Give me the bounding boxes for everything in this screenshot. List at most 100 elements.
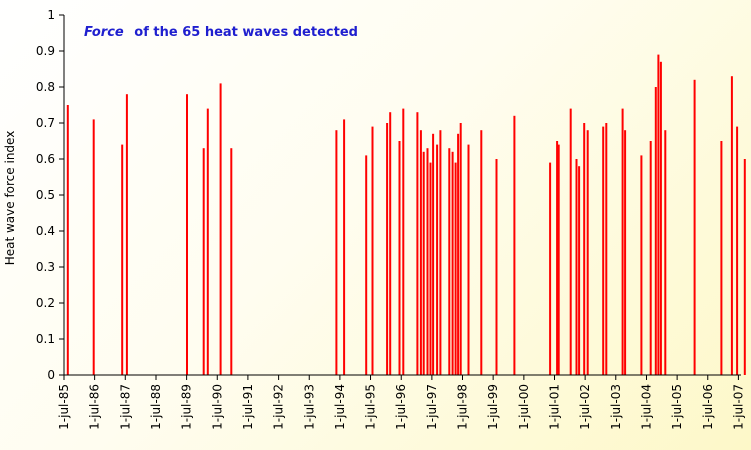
x-tick-label: 1-jul-92 (272, 384, 286, 430)
x-tick-label: 1-jul-97 (425, 384, 439, 430)
heat-wave-bar (578, 166, 581, 375)
heat-wave-bar (343, 119, 346, 376)
x-tick-label: 1-jul-96 (394, 384, 408, 430)
x-tick-label: 1-jul-89 (180, 384, 194, 430)
heat-wave-bar (448, 148, 451, 375)
x-axis: 1-jul-85 1-jul-86 1-jul-87 1-jul-88 1-jul-89… (57, 374, 745, 430)
heat-wave-bar (457, 133, 460, 375)
heat-wave-bar (495, 159, 498, 375)
heat-wave-bar (693, 79, 696, 376)
heat-wave-bar (416, 112, 419, 375)
heat-wave-bar (654, 87, 657, 375)
x-tick-label: 1-jul-04 (639, 384, 653, 430)
y-tick-label: 0.3 (36, 260, 55, 274)
chart-title-rest: of the 65 heat waves detected (134, 25, 358, 40)
heat-wave-bar (556, 141, 559, 375)
heat-wave-bar (436, 144, 439, 375)
x-tick-label: 1-jul-00 (517, 384, 531, 430)
heat-wave-bar (419, 130, 422, 375)
heat-wave-bar (513, 115, 516, 376)
heat-wave-bar (230, 148, 233, 375)
heat-wave-bar (459, 123, 462, 375)
heat-wave-bar (371, 126, 374, 375)
x-tick-label: 1-jul-90 (210, 384, 224, 430)
heat-wave-bar (605, 123, 608, 375)
heat-wave-bar (206, 108, 209, 375)
heat-wave-bar (454, 162, 457, 375)
y-axis: 0 0.1 0.2 0.3 0.4 0.5 0.6 0.7 0.8 0.9 1 (36, 8, 65, 382)
heat-wave-bar (664, 130, 667, 375)
x-tick-label: 1-jul-86 (88, 384, 102, 430)
x-tick-label: 1-jul-07 (731, 384, 745, 430)
chart-title-emphasis: Force (84, 25, 124, 40)
heat-wave-bar (659, 61, 662, 376)
y-axis-title: Heat wave force index (3, 131, 17, 266)
y-tick-label: 0.4 (36, 224, 55, 238)
chart-title: Force of the 65 heat waves detected (84, 25, 358, 40)
heat-wave-bar (730, 76, 733, 375)
heat-wave-bar (743, 159, 746, 375)
x-tick-label: 1-jul-01 (548, 384, 562, 430)
heat-wave-bar (549, 162, 552, 375)
heat-wave-bar (66, 105, 69, 375)
y-tick-label: 0.8 (36, 80, 55, 94)
y-tick-label: 0.7 (36, 116, 55, 130)
bars-group (66, 54, 746, 376)
heat-wave-bar (557, 144, 560, 375)
y-tick-label: 0.9 (36, 44, 55, 58)
heat-wave-bar (657, 54, 660, 375)
heat-wave-bar (480, 130, 483, 375)
x-tick-label: 1-jul-95 (364, 384, 378, 430)
heat-wave-bar (125, 94, 128, 375)
x-tick-label: 1-jul-05 (670, 384, 684, 430)
x-tick-label: 1-jul-98 (456, 384, 470, 430)
heat-wave-bar (439, 130, 442, 375)
heat-wave-bar (202, 148, 205, 375)
heat-wave-bar (602, 126, 605, 375)
heat-wave-bar (624, 130, 627, 375)
y-tick-label: 0.6 (36, 152, 55, 166)
x-tick-label: 1-jul-91 (241, 384, 255, 430)
heat-wave-bar (386, 123, 389, 375)
heat-wave-bar (736, 126, 739, 375)
heat-wave-bar (398, 141, 401, 375)
x-tick-label: 1-jul-99 (486, 384, 500, 430)
heat-wave-bar (467, 144, 470, 375)
heat-wave-bar (219, 83, 222, 376)
heat-wave-bar (92, 119, 95, 376)
y-tick-label: 0.5 (36, 188, 55, 202)
heat-wave-bar (583, 123, 586, 375)
x-tick-label: 1-jul-88 (149, 384, 163, 430)
heat-wave-bar (429, 162, 432, 375)
x-tick-label: 1-jul-87 (118, 384, 132, 430)
x-tick-label: 1-jul-94 (333, 384, 347, 430)
heat-wave-bar (586, 130, 589, 375)
heat-wave-bar (649, 141, 652, 375)
x-tick-label: 1-jul-06 (701, 384, 715, 430)
y-tick-label: 1 (47, 8, 55, 22)
heat-wave-bar (720, 141, 723, 375)
heat-wave-bar (621, 108, 624, 375)
heat-wave-bar (335, 130, 338, 375)
y-tick-label: 0.1 (36, 332, 55, 346)
x-tick-label: 1-jul-93 (302, 384, 316, 430)
heat-wave-bar (569, 108, 572, 375)
heat-wave-bar (402, 108, 405, 375)
heat-wave-bar (389, 112, 392, 375)
x-tick-label: 1-jul-85 (57, 384, 71, 430)
heat-wave-bar (186, 94, 188, 375)
heat-wave-bar (365, 155, 368, 375)
heat-wave-bar (451, 151, 454, 375)
heat-wave-bar (575, 159, 578, 375)
heat-wave-bar (422, 151, 425, 375)
heat-wave-bar (121, 144, 124, 375)
heat-wave-bar (426, 148, 429, 375)
y-tick-label: 0.2 (36, 296, 55, 310)
x-tick-label: 1-jul-02 (578, 384, 592, 430)
heat-wave-bar (640, 155, 643, 375)
y-tick-label: 0 (47, 368, 55, 382)
x-tick-label: 1-jul-03 (609, 384, 623, 430)
heat-wave-bar (432, 133, 435, 375)
